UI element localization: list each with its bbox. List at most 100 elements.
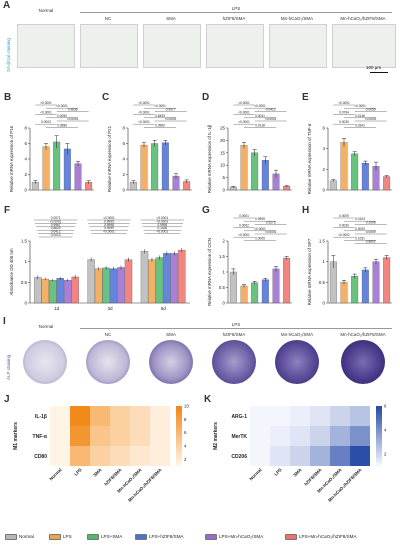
legend-label: LPS+Mn-hCaO₂/hZIF8/SMA <box>299 534 357 540</box>
colorbar-segment <box>376 445 382 449</box>
colorbar-segment <box>176 430 182 434</box>
p-value-label: <0.0001 <box>50 219 62 223</box>
micrograph-normal <box>17 24 75 68</box>
bar <box>87 259 95 304</box>
colorbar-tick-label: 6 <box>384 404 387 409</box>
bar <box>140 251 149 304</box>
row-label: ARG-1 <box>231 414 247 420</box>
bar <box>329 180 337 191</box>
p-value-label: <0.0001 <box>56 104 68 108</box>
group-label-lps-a: LPS <box>231 6 241 11</box>
panel-letter: F <box>4 205 10 216</box>
y-tick-label: 6 <box>123 141 126 146</box>
micrograph-mn-hcao2-hzif8-sma <box>332 24 396 68</box>
colorbar-segment <box>376 409 382 413</box>
bar <box>148 259 156 304</box>
p-value-label: <0.0001 <box>157 219 169 223</box>
heatmap-cell <box>330 426 350 446</box>
p-value-label: <0.0001 <box>238 233 250 237</box>
bar <box>340 142 348 191</box>
p-value-label: 0.9967 <box>51 223 61 227</box>
column-label: SMA <box>92 467 103 478</box>
y-tick-label: 1 <box>25 259 28 264</box>
p-value-label: 0.0009 <box>355 227 365 231</box>
col-label-a-1: SMA <box>166 16 176 21</box>
legend-item-lps: LPS <box>49 534 72 540</box>
col-label-a-3: Mn-hCaO₂/SMA <box>280 16 314 21</box>
colorbar-segment <box>176 415 182 419</box>
y-axis-label: M1 markers <box>13 422 19 450</box>
x-tick-label: 1d <box>54 306 60 311</box>
y-axis-label: Absorbance OD 405 nm <box>9 248 14 295</box>
heatmap-cell <box>310 426 330 446</box>
column-label: SMA <box>292 467 303 478</box>
heatmap-cell <box>50 406 70 426</box>
bar <box>240 285 248 304</box>
p-value-label: 0.0041 <box>255 114 265 118</box>
heatmap-cell <box>110 406 130 426</box>
p-value-label: 0.8629 <box>51 226 61 230</box>
colorbar-segment <box>376 451 382 455</box>
legend-swatch <box>5 534 17 540</box>
p-value-label: 0.1026 <box>157 226 167 230</box>
heatmap-cell <box>90 406 110 426</box>
micrograph-hzif8-sma <box>206 24 264 68</box>
p-value-label: 0.0341 <box>355 123 365 127</box>
legend-item-lps-sma: LPS+SMA <box>87 534 122 540</box>
bar <box>272 268 280 304</box>
column-label: hZIF8/SMA <box>103 467 123 487</box>
y-tick-label: 2 <box>25 172 28 177</box>
scale-bar-text: 100 μm <box>366 65 382 70</box>
x-tick-label: 5d <box>161 306 167 311</box>
p-value-label: 0.9977 <box>166 107 176 111</box>
row-label: CD80 <box>34 454 47 460</box>
bar-chart-sp7: H Relative mRNA expression of SP7 0 0.5 1 1.5… <box>302 205 392 306</box>
bar <box>170 253 179 304</box>
heatmap-cell <box>330 406 350 426</box>
y-tick-label: 4 <box>123 157 126 162</box>
bar <box>240 145 248 191</box>
p-value-label: 0.9994 <box>157 223 167 227</box>
bar-chart-il1b: D Relative mRNA expression of IL-1β 0 5 10 15… <box>202 92 292 193</box>
y-tick-label: 25 <box>220 126 225 131</box>
bar <box>383 176 391 191</box>
micrograph-sma <box>143 24 201 68</box>
bar-chart-tnfa: E Relative mRNA expression of TNF-α 0 2 4 6 <0… <box>302 92 392 194</box>
p-value-label: 0.9999 <box>255 217 265 221</box>
p-value-label: <0.0001 <box>40 101 52 105</box>
bar <box>42 146 50 191</box>
heatmap-cell <box>90 426 110 446</box>
y-tick-label: 6 <box>323 126 326 131</box>
heatmap-cell <box>110 426 130 446</box>
legend-swatch <box>285 534 297 540</box>
col-label-i-4: Mn-hCaO₂/hZIF8/SMA <box>340 332 386 337</box>
bar <box>229 271 237 304</box>
heatmap-m2-markers: K M2 markers ARG-1 MerTK CD206 Normal LPS SMA hZ… <box>204 394 387 503</box>
colorbar-segment <box>176 442 182 446</box>
bar <box>372 261 380 304</box>
colorbar-segment <box>176 463 182 467</box>
p-value-label: <0.0001 <box>157 216 169 220</box>
p-value-label: 0.9636 <box>68 107 78 111</box>
bar <box>124 259 133 304</box>
heatmap-cell <box>350 426 370 446</box>
col-label-a-2: hZIF8/SMA <box>222 16 246 21</box>
colorbar-tick-label: 8 <box>184 417 187 422</box>
colorbar-segment <box>376 436 382 440</box>
p-value-label: <0.0001 <box>103 230 115 234</box>
bar-chart-p21: C Relative mRNA expression of P21 0 2 4 6 8 <0.… <box>102 92 192 193</box>
heatmap-cell <box>50 446 70 466</box>
y-tick-label: 2 <box>123 172 126 177</box>
colorbar-segment <box>176 409 182 413</box>
heatmap-cell <box>270 446 290 466</box>
y-tick-label: 10 <box>220 163 225 168</box>
micrograph-nc <box>80 24 138 68</box>
y-tick-label: 15 <box>220 150 225 155</box>
colorbar-segment <box>376 433 382 437</box>
colorbar-tick-label: 4 <box>384 428 387 433</box>
p-value-label: <0.0001 <box>338 101 350 105</box>
colorbar-segment <box>176 439 182 443</box>
alp-dish-nc <box>86 340 130 384</box>
p-value-label: 0.9999 <box>104 226 114 230</box>
